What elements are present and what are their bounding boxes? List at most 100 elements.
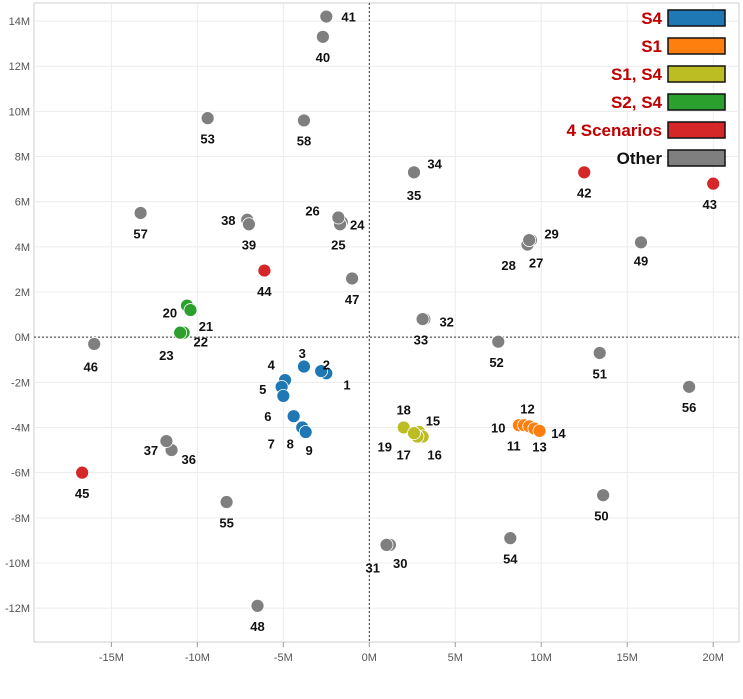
x-tick-label: 5M	[448, 652, 463, 664]
point-label-13: 13	[532, 440, 546, 455]
y-tick-label: -6M	[11, 468, 30, 480]
point-label-3: 3	[299, 346, 306, 361]
point-label-1: 1	[343, 378, 350, 393]
point-label-15: 15	[426, 414, 440, 429]
point-label-19: 19	[378, 440, 392, 455]
legend: S4 S1 S1, S4 S2, S4 4 Scenarios Other	[567, 9, 726, 168]
point-label-25: 25	[331, 238, 345, 253]
data-point-3	[297, 359, 311, 374]
data-point-33	[415, 312, 430, 327]
point-label-29: 29	[544, 226, 558, 241]
point-label-12: 12	[520, 401, 534, 416]
y-tick-label: 6M	[15, 197, 30, 209]
point-label-10: 10	[491, 420, 505, 435]
y-tick-label: 14M	[9, 16, 30, 28]
x-tick-label: 20M	[703, 652, 724, 664]
point-label-7: 7	[268, 436, 275, 451]
point-label-4: 4	[268, 357, 276, 372]
data-point-51	[592, 346, 607, 360]
data-point-37	[159, 434, 174, 448]
data-point-57	[133, 206, 148, 220]
x-tick-label: 0M	[362, 652, 377, 664]
y-tick-label: -10M	[5, 558, 30, 570]
data-point-46	[87, 337, 102, 351]
data-point-40	[315, 29, 330, 44]
legend-label: Other	[617, 149, 663, 168]
point-label-17: 17	[396, 448, 410, 463]
legend-label: 4 Scenarios	[567, 121, 662, 140]
point-label-33: 33	[414, 332, 428, 347]
data-point-41	[319, 9, 334, 24]
data-point-58	[297, 113, 311, 128]
grid-lines	[34, 3, 739, 642]
zero-lines	[34, 3, 739, 642]
plot-area	[33, 2, 740, 643]
y-tick-label: -2M	[11, 377, 30, 389]
y-axis-ticks: -12M -10M -8M -6M -4M -2M 0M 2M 4M 6M 8M 10M 12M 14M	[5, 16, 30, 615]
data-point-7	[286, 409, 301, 424]
y-tick-label: 4M	[15, 242, 30, 254]
data-point-42	[577, 165, 592, 180]
data-point-52	[491, 334, 506, 349]
point-label-22: 22	[194, 335, 208, 350]
legend-label: S4	[641, 9, 662, 28]
legend-label: S2, S4	[611, 93, 663, 112]
point-label-6: 6	[264, 409, 271, 424]
point-label-36: 36	[182, 452, 196, 467]
y-tick-label: -8M	[11, 513, 30, 525]
data-point-23	[173, 325, 188, 340]
legend-label: S1	[641, 37, 662, 56]
point-label-8: 8	[287, 436, 294, 451]
y-tick-label: 0M	[15, 332, 30, 344]
point-label-38: 38	[221, 213, 235, 228]
y-tick-label: 12M	[9, 61, 30, 73]
y-tick-label: 10M	[9, 106, 30, 118]
point-label-26: 26	[305, 204, 319, 219]
point-label-52: 52	[489, 355, 503, 370]
data-point-50	[596, 488, 611, 503]
data-point-48	[250, 598, 265, 613]
point-label-32: 32	[439, 314, 453, 329]
y-tick-label: 2M	[15, 287, 30, 299]
data-point-26	[331, 210, 346, 225]
point-label-44: 44	[257, 284, 272, 299]
point-label-42: 42	[577, 186, 591, 201]
point-label-21: 21	[199, 319, 213, 334]
legend-label: S1, S4	[611, 65, 663, 84]
x-tick-label: -5M	[274, 652, 293, 664]
data-point-35	[407, 165, 421, 180]
point-label-35: 35	[407, 188, 421, 203]
data-point-43	[706, 176, 721, 191]
point-label-27: 27	[529, 256, 543, 271]
point-label-58: 58	[297, 134, 311, 149]
data-point-21	[183, 303, 198, 317]
point-label-40: 40	[316, 50, 330, 65]
data-point-45	[75, 465, 90, 480]
data-point-31	[379, 538, 394, 552]
data-point-9	[298, 425, 313, 439]
point-label-20: 20	[163, 305, 177, 320]
point-label-2: 2	[323, 357, 330, 372]
point-label-5: 5	[259, 382, 266, 397]
point-label-55: 55	[219, 515, 233, 530]
data-point-6	[276, 388, 291, 403]
point-label-46: 46	[84, 360, 98, 375]
legend-swatch	[667, 65, 726, 83]
point-label-41: 41	[341, 10, 355, 25]
point-label-28: 28	[501, 258, 515, 273]
point-label-51: 51	[592, 366, 606, 381]
y-tick-label: 8M	[15, 152, 30, 164]
data-point-54	[503, 531, 518, 546]
legend-swatch	[667, 149, 726, 167]
legend-swatch	[667, 37, 726, 55]
x-tick-label: 10M	[531, 652, 552, 664]
point-label-24: 24	[350, 217, 365, 232]
point-label-16: 16	[427, 448, 441, 463]
point-label-31: 31	[366, 560, 380, 575]
data-point-55	[219, 495, 234, 509]
point-label-14: 14	[551, 426, 566, 441]
data-point-29	[522, 233, 537, 247]
y-tick-label: -4M	[11, 422, 30, 434]
